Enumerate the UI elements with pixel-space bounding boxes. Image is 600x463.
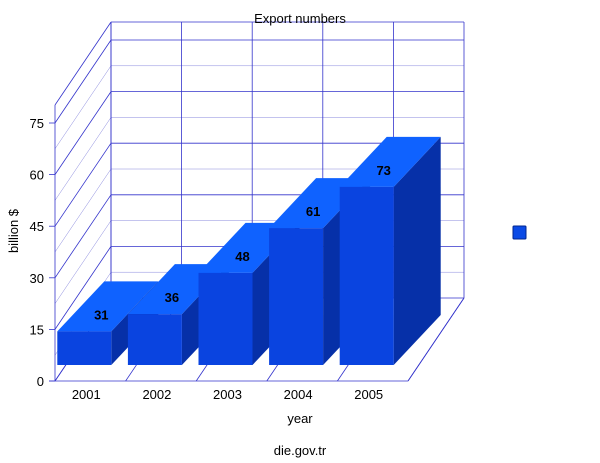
y-tick-label: 75 (30, 116, 44, 131)
source-label: die.gov.tr (274, 443, 327, 458)
bars (57, 136, 441, 365)
side-wall-minor-gridline (54, 117, 112, 201)
y-axis-label: billion $ (6, 208, 21, 253)
y-tick-label: 45 (30, 219, 44, 234)
data-label: 61 (306, 204, 320, 219)
side-wall-gridline (54, 142, 112, 227)
side-wall-gridline (54, 246, 112, 330)
side-wall-gridline (54, 194, 112, 279)
x-tick-label: 2005 (354, 387, 383, 402)
x-tick-label: 2004 (284, 387, 313, 402)
side-wall-minor-gridline (54, 220, 112, 304)
bar-side-face (393, 136, 441, 365)
bar-front-face (127, 314, 182, 365)
side-wall-top-edge (54, 21, 112, 106)
data-label: 48 (235, 249, 249, 264)
data-label: 73 (376, 163, 390, 178)
x-tick-label: 2002 (142, 387, 171, 402)
x-tick-label: 2003 (213, 387, 242, 402)
side-wall-gridline (54, 91, 112, 175)
bar-top-face (339, 136, 441, 187)
bar-front-face (269, 228, 324, 365)
legend-swatch (512, 225, 527, 240)
bar-front-face (339, 186, 394, 365)
y-tick-label: 60 (30, 168, 44, 183)
labels: 0 15 30 45 60 75 31 2001 36 2002 48 2003 61 2004 73 200… (30, 116, 391, 402)
data-label: 31 (94, 307, 108, 322)
x-tick-label: 2001 (72, 387, 101, 402)
floor-right-edge (407, 297, 465, 382)
side-wall-minor-gridline (54, 65, 112, 149)
data-label: 36 (165, 290, 179, 305)
bar-front-face (57, 331, 112, 365)
side-wall-minor-gridline (54, 168, 112, 253)
y-tick-label: 15 (30, 322, 44, 337)
side-wall-gridline (54, 39, 112, 124)
bar-top-face (57, 281, 159, 332)
y-tick-label: 0 (37, 374, 44, 389)
bar-front-face (198, 272, 253, 365)
y-tick-label: 30 (30, 271, 44, 286)
chart-title: Export numbers (254, 11, 346, 26)
x-axis-label: year (287, 411, 313, 426)
